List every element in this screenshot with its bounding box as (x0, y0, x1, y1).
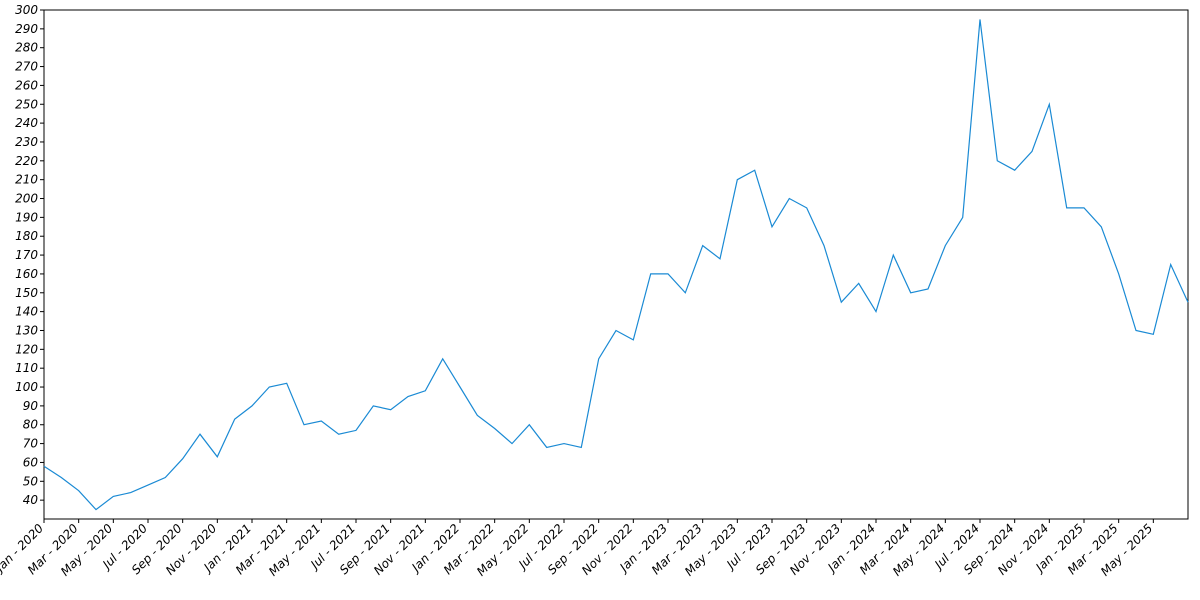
y-tick-label: 220 (15, 154, 38, 168)
y-tick-label: 190 (15, 210, 38, 224)
y-tick-label: 160 (15, 267, 38, 281)
y-tick-label: 130 (15, 323, 38, 337)
y-tick-label: 270 (15, 60, 38, 74)
y-tick-label: 70 (23, 437, 39, 451)
y-tick-label: 300 (15, 3, 38, 17)
data-line (43, 19, 1189, 511)
y-tick-label: 260 (15, 78, 38, 92)
y-tick-label: 120 (15, 342, 38, 356)
y-tick-label: 60 (23, 455, 39, 469)
plot-frame (43, 9, 1189, 520)
y-tick-label: 170 (15, 248, 38, 262)
y-tick-label: 100 (15, 380, 38, 394)
y-tick-label: 210 (15, 173, 38, 187)
y-tick-label: 40 (23, 493, 39, 507)
y-tick-label: 50 (23, 474, 39, 488)
y-tick-label: 90 (23, 399, 39, 413)
y-tick-label: 150 (15, 286, 38, 300)
y-tick-label: 290 (15, 22, 38, 36)
y-tick-label: 80 (23, 418, 39, 432)
y-tick-label: 280 (15, 41, 38, 55)
y-tick-label: 200 (15, 192, 38, 206)
y-tick-label: 250 (15, 97, 38, 111)
y-tick-label: 230 (15, 135, 38, 149)
y-tick-label: 180 (15, 229, 38, 243)
y-tick-label: 140 (15, 305, 38, 319)
y-tick-label: 240 (15, 116, 38, 130)
y-tick-label: 110 (15, 361, 38, 375)
